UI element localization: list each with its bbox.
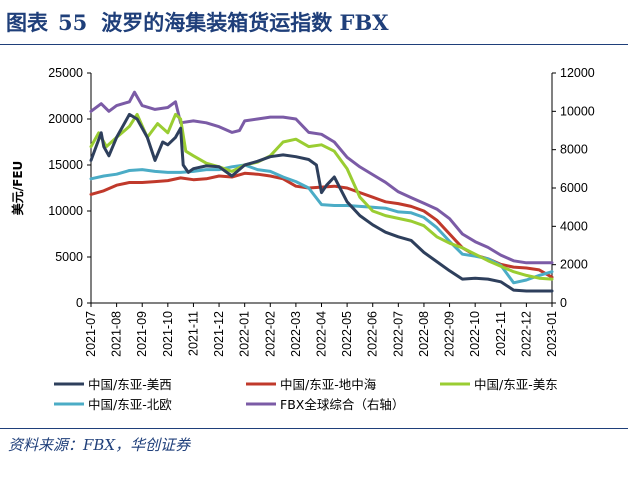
x-tick-label: 2022-03 — [289, 311, 303, 357]
x-tick-label: 2022-04 — [315, 311, 329, 357]
figure-number: 55 — [58, 10, 88, 35]
fbx-line-chart: 0 5000 10000 15000 20000 25000 0 2000 4000 6000 80… — [10, 66, 595, 412]
x-tick-label: 2021-12 — [212, 311, 226, 357]
x-tick-label: 2022-11 — [494, 311, 508, 356]
figure-label: 图表 — [6, 10, 48, 35]
y-left-tick-label: 10000 — [48, 204, 83, 218]
x-tick-label: 2022-05 — [340, 311, 354, 357]
x-tick-label: 2022-12 — [519, 311, 533, 357]
chart-title: 波罗的海集装箱货运指数 FBX — [101, 10, 389, 35]
figure-title: 图表 55 波罗的海集装箱货运指数 FBX — [6, 6, 389, 40]
x-tick-label: 2021-08 — [110, 311, 124, 357]
x-tick-label: 2022-06 — [366, 311, 380, 357]
source-note: 资料来源：FBX，华创证券 — [8, 436, 191, 454]
y-right-tick-label: 4000 — [560, 219, 588, 233]
x-tick-label: 2021-10 — [161, 311, 175, 357]
y-left-tick-label: 25000 — [48, 66, 83, 80]
source-divider — [0, 428, 628, 429]
y-right-tick-label: 12000 — [560, 66, 595, 80]
y-right-tick-label: 2000 — [560, 258, 588, 272]
x-tick-label: 2021-11 — [186, 311, 200, 356]
x-tick-label: 2022-09 — [443, 311, 457, 357]
x-tick-label: 2023-01 — [545, 311, 559, 357]
series-line-4 — [89, 90, 554, 265]
legend-label: 中国/东亚-美西 — [88, 377, 172, 392]
x-tick-label: 2022-07 — [391, 311, 405, 357]
y-right-tick-label: 0 — [560, 296, 567, 310]
legend-label: 中国/东亚-北欧 — [88, 397, 172, 412]
x-tick-label: 2021-07 — [84, 311, 98, 357]
legend-label: 中国/东亚-美东 — [474, 377, 558, 392]
y-right-tick-label: 10000 — [560, 104, 595, 118]
y-right-tick-label: 8000 — [560, 143, 588, 157]
legend-label: FBX全球综合（右轴） — [280, 397, 404, 412]
y-right-tick-label: 6000 — [560, 181, 588, 195]
x-tick-label: 2022-08 — [417, 311, 431, 357]
x-tick-label: 2022-01 — [238, 311, 252, 357]
y-axis-label: 美元/FEU — [10, 161, 25, 216]
series-line-2 — [89, 112, 554, 281]
x-tick-label: 2021-09 — [135, 311, 149, 357]
x-tick-label: 2022-02 — [263, 311, 277, 357]
legend-label: 中国/东亚-地中海 — [280, 377, 377, 392]
series-line-3 — [89, 163, 554, 285]
x-tick-label: 2022-10 — [468, 311, 482, 357]
y-left-tick-label: 5000 — [55, 250, 83, 264]
y-left-tick-label: 15000 — [48, 158, 83, 172]
title-underline — [0, 44, 628, 45]
y-left-tick-label: 0 — [76, 296, 83, 310]
series-line-0 — [89, 112, 554, 293]
y-left-tick-label: 20000 — [48, 112, 83, 126]
